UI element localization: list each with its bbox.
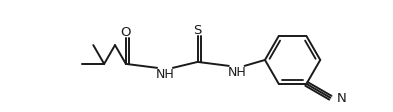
Text: NH: NH: [156, 68, 174, 81]
Text: N: N: [336, 91, 346, 104]
Text: NH: NH: [227, 66, 246, 79]
Text: S: S: [193, 24, 202, 37]
Text: O: O: [121, 26, 131, 38]
